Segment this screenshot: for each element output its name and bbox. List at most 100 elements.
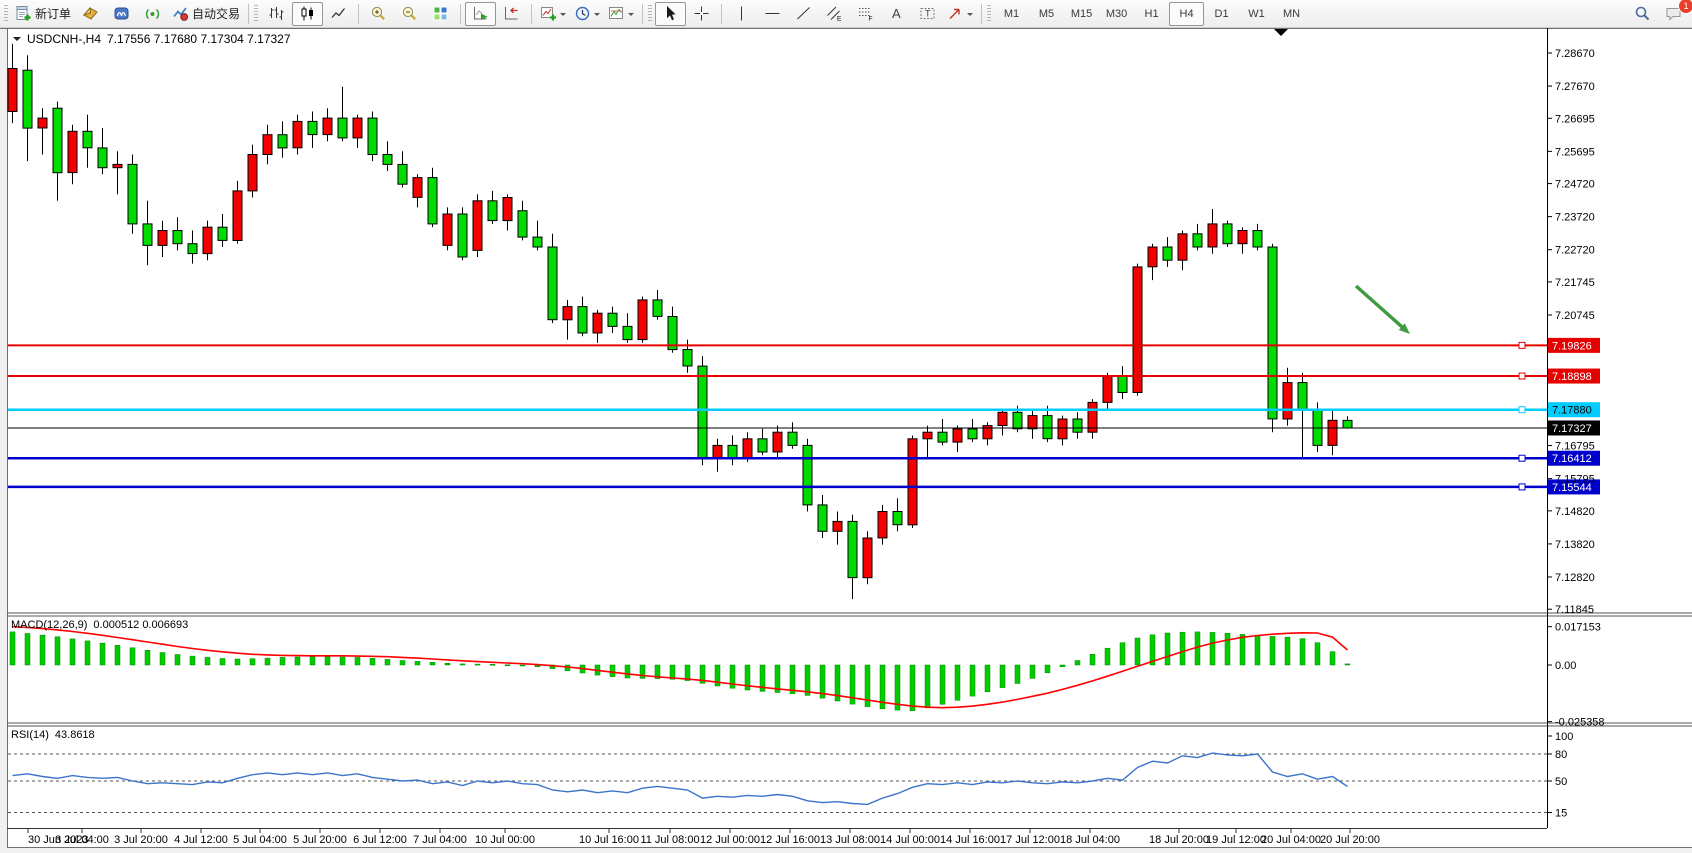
macd-tick-label: 0.017153 — [1555, 622, 1601, 634]
horizontal-line-button[interactable] — [757, 2, 788, 26]
date-tick-label[interactable]: 20 Jul 04:00 — [1261, 834, 1321, 846]
date-tick-label[interactable]: 3 Jul 04:00 — [55, 834, 109, 846]
date-tick-label[interactable]: 5 Jul 20:00 — [293, 834, 347, 846]
crosshair-button[interactable] — [686, 2, 717, 26]
date-tick-label[interactable]: 4 Jul 12:00 — [174, 834, 228, 846]
chart-shift-button[interactable] — [496, 2, 527, 26]
date-tick-label[interactable]: 11 Jul 08:00 — [640, 834, 699, 846]
candle — [907, 438, 918, 526]
community-button[interactable] — [106, 2, 137, 26]
date-tick-label[interactable]: 10 Jul 16:00 — [579, 834, 639, 846]
tile-windows-button[interactable] — [425, 2, 456, 26]
date-tick-label[interactable]: 12 Jul 16:00 — [760, 834, 820, 846]
tab-mn[interactable]: MN — [1282, 7, 1301, 20]
chevron-down-icon — [967, 13, 974, 19]
tab-d1[interactable]: D1 — [1214, 7, 1229, 20]
fibonacci-button[interactable]: F — [850, 2, 881, 26]
date-tick-label[interactable]: 3 Jul 20:00 — [114, 834, 168, 846]
text-button[interactable]: A — [881, 2, 912, 26]
line-handle[interactable] — [1518, 483, 1526, 491]
cursor-button[interactable] — [655, 1, 687, 26]
date-tick-label[interactable]: 17 Jul 12:00 — [1000, 834, 1060, 846]
signals-button[interactable] — [137, 2, 168, 26]
zoom-in-button[interactable] — [363, 2, 394, 26]
date-tick-label[interactable]: 19 Jul 12:00 — [1206, 834, 1266, 846]
rsi-tick-label: 80 — [1555, 749, 1567, 761]
trend-arrow-head[interactable] — [1398, 323, 1410, 334]
date-tick-label[interactable]: 5 Jul 04:00 — [233, 834, 287, 846]
arrows-button[interactable] — [943, 2, 977, 26]
indicators-button[interactable] — [536, 2, 570, 26]
price-tick-label: 7.16795 — [1555, 441, 1595, 453]
line-handle[interactable] — [1518, 341, 1526, 349]
tab-m30[interactable]: M30 — [1105, 7, 1128, 20]
vertical-line-button[interactable] — [726, 2, 757, 26]
toolbar-grip[interactable] — [987, 4, 992, 23]
macd-tick-label: 0.00 — [1555, 660, 1576, 672]
separator — [981, 3, 983, 24]
candle — [532, 236, 543, 248]
toolbar-grip[interactable] — [254, 4, 259, 23]
text-label-button[interactable]: T — [912, 2, 943, 26]
date-tick-label[interactable]: 30 Jun 2023 — [28, 834, 89, 846]
arrow-objects-icon — [947, 5, 964, 22]
candle — [1042, 415, 1053, 440]
trend-arrow[interactable] — [1354, 284, 1407, 332]
new-order-button[interactable]: 新订单 — [11, 2, 75, 26]
search-button[interactable] — [1627, 2, 1658, 26]
equidistant-channel-button[interactable]: E — [819, 2, 850, 26]
date-tick-label[interactable]: 18 Jul 20:00 — [1149, 834, 1209, 846]
candlestick-icon — [299, 5, 316, 22]
toolbar-grip[interactable] — [648, 4, 653, 23]
shift-marker[interactable] — [1274, 29, 1288, 36]
templates-button[interactable] — [604, 2, 638, 26]
template-icon — [608, 5, 625, 22]
date-tick-label[interactable]: 7 Jul 04:00 — [413, 834, 467, 846]
macd-tick-label: -0.025358 — [1555, 717, 1605, 729]
candle — [1312, 408, 1323, 446]
line-handle[interactable] — [1518, 372, 1526, 380]
tab-h1[interactable]: H1 — [1144, 7, 1159, 20]
date-tick-label[interactable]: 18 Jul 04:00 — [1060, 834, 1120, 846]
candle — [202, 226, 213, 255]
toolbar-grip[interactable] — [4, 4, 8, 23]
candle — [1207, 223, 1218, 248]
bar-chart-button[interactable] — [261, 2, 292, 26]
trendline-icon — [795, 5, 812, 22]
notifications-button[interactable]: 1 — [1658, 0, 1692, 26]
tab-m15[interactable]: M15 — [1070, 7, 1093, 20]
market-watch-button[interactable] — [75, 2, 106, 26]
line-handle[interactable] — [1518, 454, 1526, 462]
date-tick-label[interactable]: 20 Jul 20:00 — [1320, 834, 1380, 846]
tab-h4[interactable]: H4 — [1169, 1, 1205, 26]
date-tick-label[interactable]: 6 Jul 12:00 — [353, 834, 407, 846]
trendline-button[interactable] — [788, 2, 819, 26]
autotrade-button[interactable]: 自动交易 — [168, 2, 244, 26]
zoom-out-button[interactable] — [394, 2, 425, 26]
price-badge-label: 7.15544 — [1552, 482, 1592, 494]
line-handle[interactable] — [1518, 406, 1526, 414]
date-tick-label[interactable]: 13 Jul 08:00 — [820, 834, 880, 846]
candle — [652, 299, 663, 317]
candle — [502, 197, 513, 222]
candle — [7, 68, 18, 112]
one-click-trading-arrow[interactable] — [13, 37, 21, 45]
date-tick-label[interactable]: 14 Jul 00:00 — [880, 834, 940, 846]
periods-button[interactable] — [570, 2, 604, 26]
tab-m1[interactable]: M1 — [1003, 7, 1020, 20]
auto-scroll-button[interactable] — [465, 1, 497, 26]
tab-w1[interactable]: W1 — [1248, 7, 1265, 20]
candle — [22, 69, 33, 129]
date-tick-label[interactable]: 10 Jul 00:00 — [475, 834, 535, 846]
candle — [712, 444, 723, 460]
price-badge — [1548, 368, 1600, 384]
line-chart-button[interactable] — [323, 2, 354, 26]
candle — [592, 312, 603, 334]
tab-m5[interactable]: M5 — [1038, 7, 1055, 20]
candle — [832, 520, 843, 532]
date-tick-label[interactable]: 12 Jul 00:00 — [700, 834, 760, 846]
date-tick-label[interactable]: 14 Jul 16:00 — [940, 834, 1000, 846]
candlestick-chart-button[interactable] — [292, 1, 324, 26]
candle — [667, 316, 678, 351]
